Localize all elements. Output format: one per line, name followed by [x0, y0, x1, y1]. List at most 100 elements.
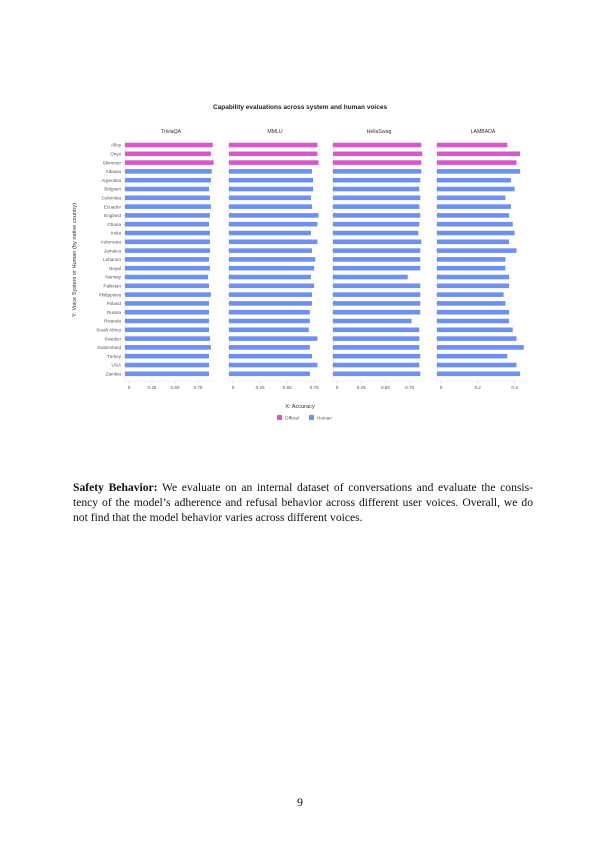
bar-lebanon — [437, 257, 506, 262]
bar-shimmer — [229, 160, 319, 165]
category-label: Nepal — [109, 266, 121, 271]
bar-colombia — [229, 195, 311, 201]
bar-philippines — [125, 292, 211, 297]
bar-switzerland — [333, 345, 420, 350]
x-axis-label: X: Accuracy — [285, 404, 315, 410]
bar-turkey — [229, 353, 313, 359]
category-label: Indonesia — [101, 240, 121, 245]
bar-zambia — [333, 371, 421, 377]
safety-behavior-paragraph: Safety Behavior: We evaluate on an inter… — [73, 480, 533, 525]
bar-jamaica — [125, 248, 210, 253]
category-label: Turkey — [107, 354, 122, 359]
bar-onyx — [229, 151, 318, 157]
bar-rwanda — [333, 318, 412, 324]
bar-lebanon — [333, 257, 421, 262]
bar-albania — [229, 169, 313, 174]
bar-shimmer — [437, 160, 517, 165]
bar-colombia — [333, 195, 421, 201]
x-tick-label: 0 — [128, 385, 131, 390]
chart-title: Capability evaluations across system and… — [213, 104, 388, 111]
paragraph-line: not find that the model behavior varies … — [73, 511, 363, 524]
capability-chart: Capability evaluations across system and… — [72, 104, 529, 421]
bar-ecuador — [333, 204, 420, 209]
bar-nepal — [125, 265, 210, 271]
bar-rwanda — [437, 318, 510, 324]
bar-south-africa — [125, 327, 210, 333]
bar-england — [229, 213, 319, 218]
category-label: Rwanda — [104, 319, 121, 324]
category-label: Onyx — [110, 152, 121, 157]
x-tick-label: 0.4 — [511, 385, 518, 390]
bar-nepal — [229, 265, 315, 271]
category-label: Poland — [107, 301, 122, 306]
bar-sweden — [437, 336, 517, 341]
paragraph-line: tency of the model’s adherence and refus… — [73, 496, 533, 509]
x-tick-label: 0.25 — [256, 385, 265, 390]
bar-argentina — [229, 177, 314, 183]
panel-title: MMLU — [267, 129, 283, 135]
category-label: India — [111, 231, 121, 236]
bar-norway — [437, 274, 510, 280]
bar-switzerland — [437, 345, 524, 350]
bar-lebanon — [229, 257, 316, 262]
bar-alloy — [333, 142, 422, 148]
bar-poland — [125, 301, 210, 306]
category-label: Philippines — [99, 292, 122, 297]
bar-philippines — [229, 292, 313, 297]
x-tick-label: 0.50 — [381, 385, 390, 390]
bar-ghana — [229, 221, 318, 227]
bar-jamaica — [333, 248, 421, 253]
bar-rwanda — [125, 318, 210, 324]
bar-argentina — [125, 177, 211, 183]
x-tick-label: 0.25 — [357, 385, 366, 390]
bar-argentina — [437, 177, 511, 183]
bar-onyx — [125, 151, 211, 157]
bar-indonesia — [333, 239, 422, 245]
bar-india — [333, 230, 419, 236]
category-label: USA — [112, 363, 122, 368]
bar-norway — [333, 274, 408, 280]
bar-philippines — [437, 292, 504, 297]
bar-england — [125, 213, 210, 218]
legend-label-human: Human — [317, 416, 332, 421]
bar-shimmer — [333, 160, 422, 165]
bar-india — [437, 230, 515, 236]
bar-south-africa — [229, 327, 309, 333]
bar-sweden — [333, 336, 420, 341]
bar-rwanda — [229, 318, 310, 324]
legend-swatch-human — [309, 415, 314, 420]
bar-belgium — [437, 186, 515, 192]
y-axis-label: Y: Voice System or Human (by native coun… — [72, 203, 78, 317]
bar-jamaica — [437, 248, 517, 253]
bar-russia — [333, 309, 421, 315]
bar-ghana — [437, 221, 513, 227]
bar-colombia — [125, 195, 210, 201]
bar-norway — [125, 274, 209, 280]
bar-alloy — [229, 142, 318, 148]
panel-lambada: LAMBADA 0 0.2 0.4 — [435, 129, 529, 390]
bar-belgium — [333, 186, 420, 192]
bar-sweden — [125, 336, 210, 341]
bar-turkey — [437, 353, 508, 359]
legend-label-official: Official — [285, 416, 299, 421]
bar-belgium — [229, 186, 314, 192]
category-label: Shimmer — [103, 160, 122, 165]
bar-south-africa — [333, 327, 420, 333]
category-label: Belgium — [104, 187, 121, 192]
bar-poland — [229, 301, 313, 306]
x-tick-label: 0.50 — [283, 385, 292, 390]
bar-switzerland — [229, 345, 310, 350]
bar-albania — [125, 169, 212, 174]
category-label: England — [104, 213, 121, 218]
panel-mmlu: MMLU 0 0.25 0.50 0.75 — [227, 129, 321, 390]
bar-lebanon — [125, 257, 210, 262]
bar-switzerland — [125, 345, 211, 350]
x-tick-label: 0.25 — [148, 385, 157, 390]
bar-poland — [437, 301, 506, 306]
x-tick-label: 0.50 — [171, 385, 180, 390]
paragraph-line: Safety Behavior: We evaluate on an inter… — [73, 480, 533, 495]
bar-india — [125, 230, 210, 236]
bar-indonesia — [229, 239, 318, 245]
bar-indonesia — [125, 239, 210, 245]
bar-russia — [437, 309, 510, 315]
